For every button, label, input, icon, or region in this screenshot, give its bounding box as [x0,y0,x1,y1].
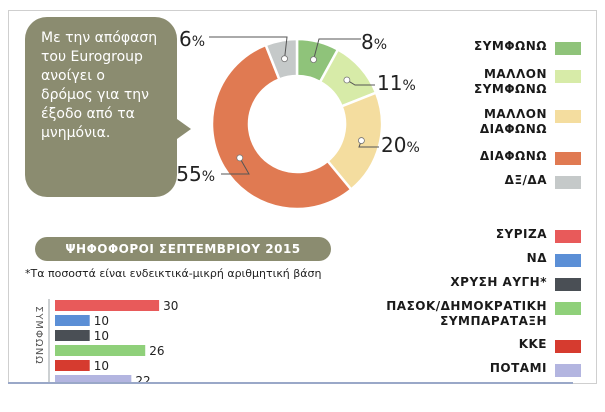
party-legend-swatch [555,340,581,353]
party-legend-swatch [555,254,581,267]
infographic-frame: Με την απόφαση του Eurogroup ανοίγει ο δ… [8,10,597,384]
party-legend-item: ΠΑΣΟΚ/ΔΗΜΟΚΡΑΤΙΚΗ ΣΥΜΠΑΡΑΤΑΞΗ [299,299,589,329]
bar-value-label: 10 [94,329,109,343]
party-legend-swatch [555,230,581,243]
party-legend-item: ΠΟΤΑΜΙ [409,361,589,377]
leader-dot [310,56,317,63]
leader-dot [281,55,288,63]
legend-item: ΣΥΜΦΩΝΩ [409,39,589,55]
party-legend-item: ΧΡΥΣΗ ΑΥΓΗ* [409,275,589,291]
party-legend-item: ΝΔ [409,251,589,267]
bar-value-label: 26 [149,344,164,358]
bar-group-label: ΣΥΜΦΩΝΩ [33,306,44,365]
bar [55,300,160,311]
legend-swatch [555,176,581,189]
bar-value-label: 22 [135,374,150,383]
bar-chart-footnote: *Τα ποσοστά είναι ενδεικτικά-μικρή αριθμ… [25,267,322,280]
party-legend-swatch [555,302,581,315]
slice-value-label: 8% [361,30,387,54]
leader-dot [343,76,351,84]
slice-value-label: 11% [377,71,416,95]
leader-line [221,157,250,175]
party-legend-swatch [555,278,581,291]
intro-text: Με την απόφαση του Eurogroup ανοίγει ο δ… [41,30,158,141]
bottom-rule [8,382,573,384]
intro-bubble-tail [177,119,191,139]
legend-swatch [555,110,581,123]
party-legend-swatch [555,364,581,377]
party-legend-item: ΚΚΕ [409,337,589,353]
party-legend-item: ΣΥΡΙΖΑ [409,227,589,243]
bar-value-label: 30 [163,299,178,313]
intro-bubble: Με την απόφαση του Eurogroup ανοίγει ο δ… [25,17,177,197]
legend-swatch [555,152,581,165]
slice-value-label: 6% [179,27,205,51]
bar-chart-title: ΨΗΦΟΦΟΡΟΙ ΣΕΠΤΕΜΒΡΙΟΥ 2015 [35,237,331,261]
leader-dot [358,137,365,144]
slice-value-label: 20% [381,133,420,157]
bar [55,345,146,356]
donut-chart: 8% 11% 20% 55% 6% [176,27,420,211]
legend-item: ΜΑΛΛΟΝ ΣΥΜΦΩΝΩ [409,67,589,97]
leader-line [313,38,361,60]
bar [55,375,132,383]
legend-swatch [555,70,581,83]
bar [55,315,90,326]
slice-value-label: 55% [176,162,215,186]
bar [55,330,90,341]
bar-value-label: 10 [94,314,109,328]
legend-item: ΔΞ/ΔΑ [409,173,589,189]
leader-line [209,36,288,59]
leader-dot [236,154,244,162]
donut-slice [210,43,353,211]
legend-item: ΜΑΛΛΟΝ ΔΙΑΦΩΝΩ [409,107,589,137]
bar-value-label: 10 [94,359,109,373]
bar [55,360,90,371]
legend-item: ΔΙΑΦΩΝΩ [409,149,589,165]
legend-swatch [555,42,581,55]
